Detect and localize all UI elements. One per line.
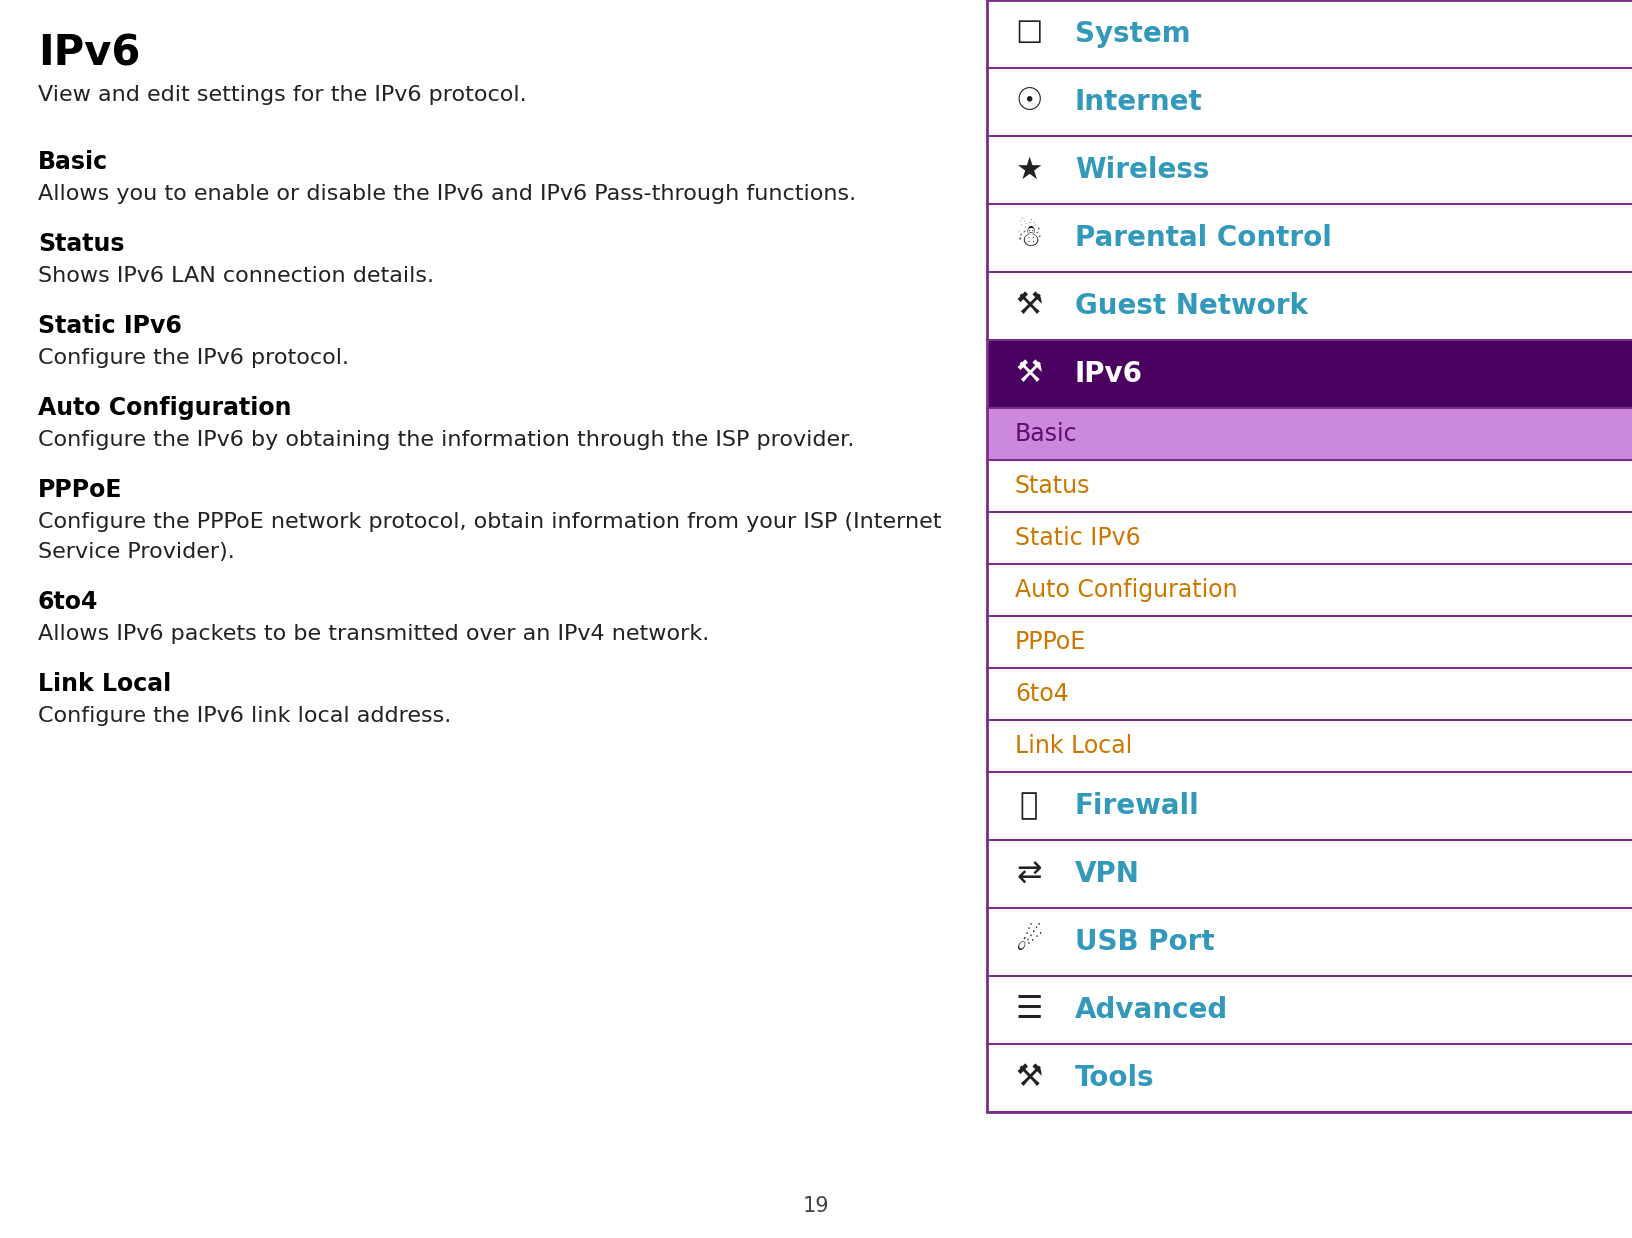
Bar: [986, 565, 1632, 617]
Text: IPv6: IPv6: [1074, 360, 1142, 387]
Text: Advanced: Advanced: [1074, 997, 1227, 1024]
Text: 6to4: 6to4: [38, 591, 98, 614]
Bar: [986, 617, 1632, 669]
Text: Link Local: Link Local: [1015, 734, 1131, 758]
Text: PPPoE: PPPoE: [1015, 630, 1085, 654]
Text: ☰: ☰: [1015, 995, 1043, 1025]
Text: 6to4: 6to4: [1015, 682, 1067, 706]
Text: Auto Configuration: Auto Configuration: [38, 396, 292, 420]
Text: ⚒: ⚒: [1015, 291, 1043, 321]
Text: Status: Status: [1015, 474, 1090, 498]
Bar: [986, 0, 1632, 68]
Text: ☉: ☉: [1015, 88, 1043, 116]
Text: Parental Control: Parental Control: [1074, 224, 1332, 253]
Text: Basic: Basic: [1015, 422, 1077, 446]
Text: Status: Status: [38, 232, 124, 256]
Text: Shows IPv6 LAN connection details.: Shows IPv6 LAN connection details.: [38, 266, 434, 286]
Text: PPPoE: PPPoE: [38, 478, 122, 501]
Text: Configure the IPv6 by obtaining the information through the ISP provider.: Configure the IPv6 by obtaining the info…: [38, 430, 854, 449]
Text: Configure the PPPoE network protocol, obtain information from your ISP (Internet: Configure the PPPoE network protocol, ob…: [38, 513, 942, 532]
Bar: [986, 340, 1632, 409]
Bar: [986, 721, 1632, 773]
Text: System: System: [1074, 20, 1190, 48]
Text: Static IPv6: Static IPv6: [38, 314, 181, 338]
Bar: [986, 204, 1632, 272]
Bar: [986, 841, 1632, 907]
Text: Guest Network: Guest Network: [1074, 292, 1307, 319]
Text: ☐: ☐: [1015, 20, 1043, 48]
Text: View and edit settings for the IPv6 protocol.: View and edit settings for the IPv6 prot…: [38, 85, 526, 105]
Text: Basic: Basic: [38, 150, 108, 175]
Bar: [986, 68, 1632, 136]
Bar: [986, 272, 1632, 340]
Bar: [986, 461, 1632, 513]
Text: VPN: VPN: [1074, 860, 1139, 888]
Text: Wireless: Wireless: [1074, 156, 1209, 184]
Text: Auto Configuration: Auto Configuration: [1015, 578, 1237, 602]
Bar: [986, 669, 1632, 721]
Text: Static IPv6: Static IPv6: [1015, 526, 1139, 550]
Text: ★: ★: [1015, 156, 1043, 184]
Bar: [986, 513, 1632, 565]
Bar: [986, 0, 1632, 1112]
Text: ⚒: ⚒: [1015, 359, 1043, 389]
Text: Allows you to enable or disable the IPv6 and IPv6 Pass-through functions.: Allows you to enable or disable the IPv6…: [38, 184, 855, 204]
Bar: [986, 1044, 1632, 1112]
Text: ⚒: ⚒: [1015, 1063, 1043, 1092]
Text: Internet: Internet: [1074, 88, 1203, 116]
Text: USB Port: USB Port: [1074, 928, 1214, 956]
Text: Firewall: Firewall: [1074, 792, 1200, 820]
Text: 19: 19: [803, 1196, 829, 1216]
Bar: [986, 907, 1632, 976]
Bar: [986, 136, 1632, 204]
Text: ☄: ☄: [1015, 927, 1043, 957]
Text: IPv6: IPv6: [38, 33, 140, 76]
Text: ⛨: ⛨: [1020, 791, 1038, 821]
Bar: [986, 976, 1632, 1044]
Text: ☃: ☃: [1015, 224, 1043, 253]
Text: Configure the IPv6 link local address.: Configure the IPv6 link local address.: [38, 706, 450, 725]
Text: Allows IPv6 packets to be transmitted over an IPv4 network.: Allows IPv6 packets to be transmitted ov…: [38, 624, 708, 644]
Text: Link Local: Link Local: [38, 672, 171, 696]
Text: Service Provider).: Service Provider).: [38, 542, 235, 562]
Text: Tools: Tools: [1074, 1063, 1154, 1092]
Bar: [986, 773, 1632, 841]
Bar: [986, 409, 1632, 461]
Text: Configure the IPv6 protocol.: Configure the IPv6 protocol.: [38, 348, 349, 368]
Text: ⇄: ⇄: [1015, 859, 1041, 889]
